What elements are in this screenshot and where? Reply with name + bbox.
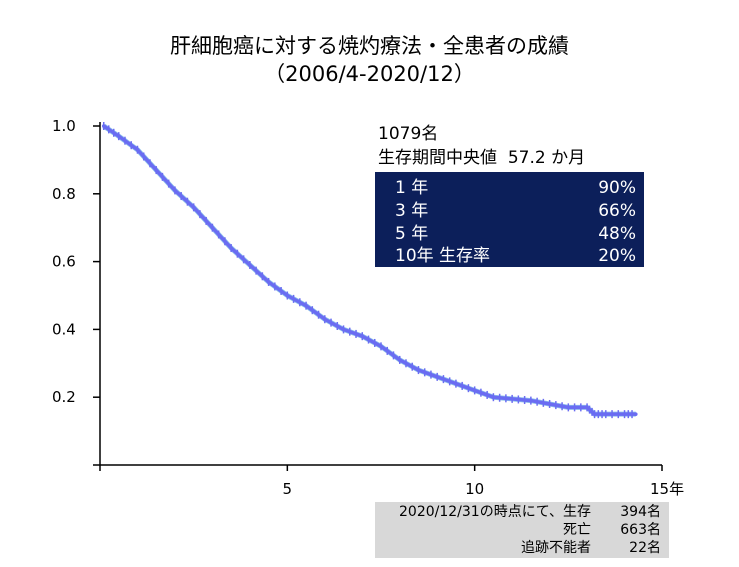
survival-rate-label: 10年 生存率 bbox=[395, 246, 491, 266]
survival-point bbox=[360, 334, 365, 338]
chart-title: 肝細胞癌に対する焼灼療法・全患者の成績 bbox=[170, 34, 569, 58]
survival-rate-value: 66% bbox=[598, 201, 636, 221]
status-label: 2020/12/31の時点にて、生存 bbox=[399, 504, 591, 520]
survival-point bbox=[266, 280, 271, 284]
y-tick-label: 1.0 bbox=[52, 117, 76, 135]
median-value: 57.2 か月 bbox=[507, 148, 586, 168]
info-block: 1079名 生存期間中央値 57.2 か月 bbox=[378, 122, 585, 170]
survival-point bbox=[101, 124, 106, 128]
status-value: 663名 bbox=[620, 522, 661, 538]
status-value: 22名 bbox=[629, 540, 661, 556]
survival-rate-label: 5 年 bbox=[395, 224, 429, 244]
survival-rate-row: 3 年 66% bbox=[375, 200, 644, 222]
survival-rate-row: 10年 生存率 20% bbox=[375, 245, 644, 267]
survival-point bbox=[622, 412, 627, 416]
survival-point bbox=[547, 402, 552, 406]
status-row: 死亡 663名 bbox=[371, 521, 661, 539]
survival-rate-value: 90% bbox=[598, 178, 636, 198]
survival-point bbox=[116, 134, 121, 138]
survival-point bbox=[304, 303, 308, 308]
survival-rate-value: 48% bbox=[598, 224, 636, 244]
survival-rate-label: 3 年 bbox=[395, 201, 429, 221]
survival-rate-row: 5 年 48% bbox=[375, 223, 644, 245]
survival-point bbox=[229, 246, 233, 250]
survival-point bbox=[491, 395, 496, 400]
median-survival: 生存期間中央値 57.2 か月 bbox=[378, 146, 585, 170]
patient-status-box: 2020/12/31の時点にて、生存 394名 死亡 663名 追跡不能者 22… bbox=[375, 502, 669, 558]
survival-point bbox=[191, 205, 196, 210]
status-row: 2020/12/31の時点にて、生存 394名 bbox=[371, 503, 661, 521]
survival-point bbox=[566, 405, 571, 410]
median-label: 生存期間中央値 bbox=[378, 148, 497, 168]
survival-point bbox=[135, 147, 140, 152]
status-row: 追跡不能者 22名 bbox=[371, 539, 661, 557]
survival-point bbox=[154, 168, 158, 172]
survival-point bbox=[416, 368, 421, 372]
status-value: 394名 bbox=[620, 504, 661, 520]
survival-point bbox=[285, 293, 290, 298]
survival-point bbox=[510, 397, 514, 401]
y-tick-label: 0.6 bbox=[52, 253, 76, 271]
survival-point bbox=[173, 188, 177, 193]
survival-point bbox=[529, 398, 533, 403]
survival-point bbox=[633, 412, 638, 416]
survival-point bbox=[379, 344, 383, 349]
patient-count: 1079名 bbox=[378, 124, 439, 144]
survival-point bbox=[604, 412, 608, 416]
survival-point bbox=[323, 317, 327, 322]
status-label: 追跡不能者 bbox=[521, 540, 591, 556]
chart-subtitle: （2006/4-2020/12） bbox=[264, 62, 475, 86]
survival-point bbox=[585, 405, 589, 410]
survival-point bbox=[341, 327, 346, 332]
status-label: 死亡 bbox=[563, 522, 591, 538]
x-tick-label: 10 bbox=[465, 480, 484, 498]
y-tick-label: 0.4 bbox=[52, 320, 76, 338]
survival-point bbox=[248, 263, 252, 267]
survival-rate-box: 1 年 90% 3 年 66% 5 年 48% 10年 生存率 20% bbox=[375, 172, 644, 267]
y-tick-label: 0.8 bbox=[52, 185, 76, 203]
x-tick-label: 15年 bbox=[650, 480, 684, 498]
survival-rate-value: 20% bbox=[598, 246, 636, 266]
y-tick-label: 0.2 bbox=[52, 388, 76, 406]
survival-point bbox=[397, 358, 402, 362]
survival-rate-label: 1 年 bbox=[395, 178, 429, 198]
survival-point bbox=[435, 375, 440, 379]
survival-point bbox=[454, 381, 458, 386]
survival-rate-row: 1 年 90% bbox=[375, 177, 644, 199]
x-tick-label: 5 bbox=[283, 480, 293, 498]
survival-point bbox=[592, 412, 597, 416]
survival-point bbox=[210, 225, 215, 230]
survival-point bbox=[472, 388, 477, 393]
